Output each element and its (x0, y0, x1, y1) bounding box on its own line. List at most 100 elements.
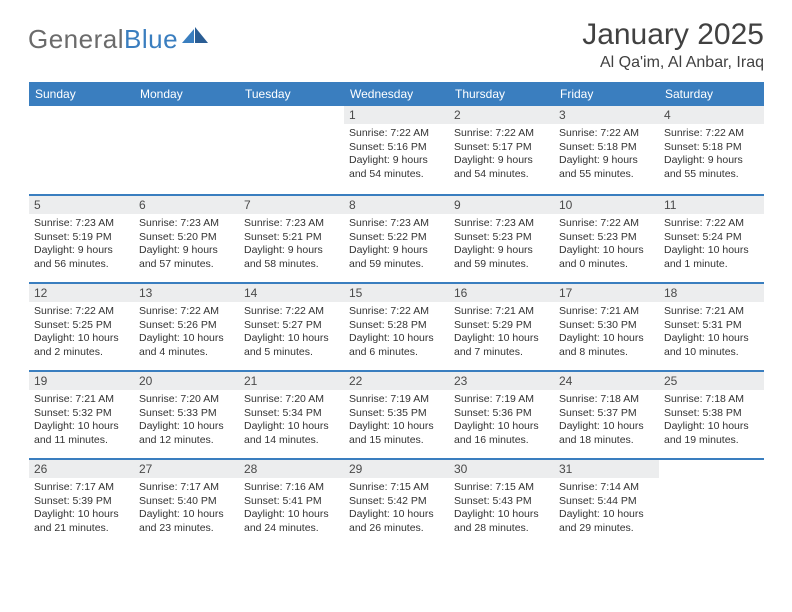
day-sunset: Sunset: 5:30 PM (559, 319, 654, 333)
calendar-cell: 3 Sunrise: 7:22 AMSunset: 5:18 PMDaylight… (554, 106, 659, 194)
brand-name: GeneralBlue (28, 24, 178, 55)
day-daylight2: and 0 minutes. (559, 258, 654, 272)
day-number: 31 (554, 460, 659, 478)
day-number: 24 (554, 372, 659, 390)
day-info: Sunrise: 7:22 AMSunset: 5:23 PMDaylight:… (559, 217, 654, 272)
day-header: Wednesday (344, 82, 449, 106)
day-sunrise: Sunrise: 7:22 AM (139, 305, 234, 319)
day-sunset: Sunset: 5:25 PM (34, 319, 129, 333)
day-number: 9 (449, 196, 554, 214)
day-info: Sunrise: 7:23 AMSunset: 5:19 PMDaylight:… (34, 217, 129, 272)
day-sunrise: Sunrise: 7:16 AM (244, 481, 339, 495)
day-daylight1: Daylight: 10 hours (559, 244, 654, 258)
day-sunset: Sunset: 5:17 PM (454, 141, 549, 155)
calendar-cell: 22Sunrise: 7:19 AMSunset: 5:35 PMDayligh… (344, 370, 449, 458)
calendar-cell-empty (659, 458, 764, 546)
day-sunset: Sunset: 5:20 PM (139, 231, 234, 245)
day-sunrise: Sunrise: 7:23 AM (349, 217, 444, 231)
calendar-cell: 17Sunrise: 7:21 AMSunset: 5:30 PMDayligh… (554, 282, 659, 370)
day-sunrise: Sunrise: 7:20 AM (244, 393, 339, 407)
calendar-cell: 19Sunrise: 7:21 AMSunset: 5:32 PMDayligh… (29, 370, 134, 458)
calendar-cell-empty (29, 106, 134, 194)
day-sunrise: Sunrise: 7:19 AM (349, 393, 444, 407)
calendar-cell: 29Sunrise: 7:15 AMSunset: 5:42 PMDayligh… (344, 458, 449, 546)
day-info: Sunrise: 7:21 AMSunset: 5:29 PMDaylight:… (454, 305, 549, 360)
calendar-cell: 10Sunrise: 7:22 AMSunset: 5:23 PMDayligh… (554, 194, 659, 282)
calendar-cell-empty (134, 106, 239, 194)
day-header: Saturday (659, 82, 764, 106)
day-daylight2: and 55 minutes. (664, 168, 759, 182)
calendar-cell: 28Sunrise: 7:16 AMSunset: 5:41 PMDayligh… (239, 458, 344, 546)
day-sunrise: Sunrise: 7:18 AM (559, 393, 654, 407)
day-daylight1: Daylight: 10 hours (454, 508, 549, 522)
day-daylight2: and 15 minutes. (349, 434, 444, 448)
day-info: Sunrise: 7:23 AMSunset: 5:23 PMDaylight:… (454, 217, 549, 272)
day-sunset: Sunset: 5:29 PM (454, 319, 549, 333)
day-info: Sunrise: 7:19 AMSunset: 5:36 PMDaylight:… (454, 393, 549, 448)
brand-mark-icon (182, 25, 210, 50)
day-daylight2: and 19 minutes. (664, 434, 759, 448)
day-daylight1: Daylight: 10 hours (139, 420, 234, 434)
day-daylight1: Daylight: 10 hours (559, 332, 654, 346)
day-daylight1: Daylight: 10 hours (34, 332, 129, 346)
calendar-grid: SundayMondayTuesdayWednesdayThursdayFrid… (28, 82, 764, 546)
day-daylight2: and 55 minutes. (559, 168, 654, 182)
calendar-cell: 30Sunrise: 7:15 AMSunset: 5:43 PMDayligh… (449, 458, 554, 546)
day-daylight1: Daylight: 9 hours (454, 244, 549, 258)
calendar-cell: 9 Sunrise: 7:23 AMSunset: 5:23 PMDaylight… (449, 194, 554, 282)
day-info: Sunrise: 7:20 AMSunset: 5:34 PMDaylight:… (244, 393, 339, 448)
month-title: January 2025 (582, 18, 764, 52)
day-sunrise: Sunrise: 7:22 AM (244, 305, 339, 319)
day-sunrise: Sunrise: 7:21 AM (34, 393, 129, 407)
day-sunrise: Sunrise: 7:21 AM (454, 305, 549, 319)
brand-name-part2: Blue (124, 24, 178, 54)
day-sunset: Sunset: 5:18 PM (559, 141, 654, 155)
day-daylight1: Daylight: 9 hours (559, 154, 654, 168)
day-daylight2: and 11 minutes. (34, 434, 129, 448)
day-sunset: Sunset: 5:31 PM (664, 319, 759, 333)
calendar-page: GeneralBlue January 2025 Al Qa'im, Al An… (0, 0, 792, 556)
day-info: Sunrise: 7:22 AMSunset: 5:18 PMDaylight:… (559, 127, 654, 182)
day-number: 27 (134, 460, 239, 478)
calendar-cell: 15Sunrise: 7:22 AMSunset: 5:28 PMDayligh… (344, 282, 449, 370)
day-sunset: Sunset: 5:21 PM (244, 231, 339, 245)
day-info: Sunrise: 7:22 AMSunset: 5:25 PMDaylight:… (34, 305, 129, 360)
day-daylight2: and 8 minutes. (559, 346, 654, 360)
day-number: 7 (239, 196, 344, 214)
day-sunset: Sunset: 5:27 PM (244, 319, 339, 333)
day-info: Sunrise: 7:17 AMSunset: 5:40 PMDaylight:… (139, 481, 234, 536)
day-info: Sunrise: 7:17 AMSunset: 5:39 PMDaylight:… (34, 481, 129, 536)
day-daylight1: Daylight: 9 hours (139, 244, 234, 258)
day-daylight2: and 1 minute. (664, 258, 759, 272)
day-daylight1: Daylight: 10 hours (664, 332, 759, 346)
day-sunset: Sunset: 5:23 PM (559, 231, 654, 245)
day-sunrise: Sunrise: 7:19 AM (454, 393, 549, 407)
day-sunrise: Sunrise: 7:22 AM (664, 217, 759, 231)
day-sunrise: Sunrise: 7:22 AM (454, 127, 549, 141)
day-sunrise: Sunrise: 7:23 AM (139, 217, 234, 231)
calendar-cell: 14Sunrise: 7:22 AMSunset: 5:27 PMDayligh… (239, 282, 344, 370)
day-daylight1: Daylight: 10 hours (139, 508, 234, 522)
calendar-cell: 20Sunrise: 7:20 AMSunset: 5:33 PMDayligh… (134, 370, 239, 458)
day-sunset: Sunset: 5:26 PM (139, 319, 234, 333)
day-sunset: Sunset: 5:44 PM (559, 495, 654, 509)
day-sunrise: Sunrise: 7:21 AM (559, 305, 654, 319)
day-sunset: Sunset: 5:16 PM (349, 141, 444, 155)
calendar-cell: 26Sunrise: 7:17 AMSunset: 5:39 PMDayligh… (29, 458, 134, 546)
day-daylight2: and 21 minutes. (34, 522, 129, 536)
day-daylight1: Daylight: 9 hours (34, 244, 129, 258)
day-sunrise: Sunrise: 7:17 AM (34, 481, 129, 495)
day-sunset: Sunset: 5:41 PM (244, 495, 339, 509)
day-number: 21 (239, 372, 344, 390)
day-number: 3 (554, 106, 659, 124)
day-info: Sunrise: 7:23 AMSunset: 5:21 PMDaylight:… (244, 217, 339, 272)
day-sunset: Sunset: 5:18 PM (664, 141, 759, 155)
calendar-cell: 8Sunrise: 7:23 AMSunset: 5:22 PMDaylight… (344, 194, 449, 282)
day-sunset: Sunset: 5:42 PM (349, 495, 444, 509)
day-daylight2: and 6 minutes. (349, 346, 444, 360)
day-info: Sunrise: 7:21 AMSunset: 5:32 PMDaylight:… (34, 393, 129, 448)
day-number: 30 (449, 460, 554, 478)
calendar-cell: 11Sunrise: 7:22 AMSunset: 5:24 PMDayligh… (659, 194, 764, 282)
calendar-cell: 1Sunrise: 7:22 AMSunset: 5:16 PMDaylight… (344, 106, 449, 194)
day-number: 18 (659, 284, 764, 302)
